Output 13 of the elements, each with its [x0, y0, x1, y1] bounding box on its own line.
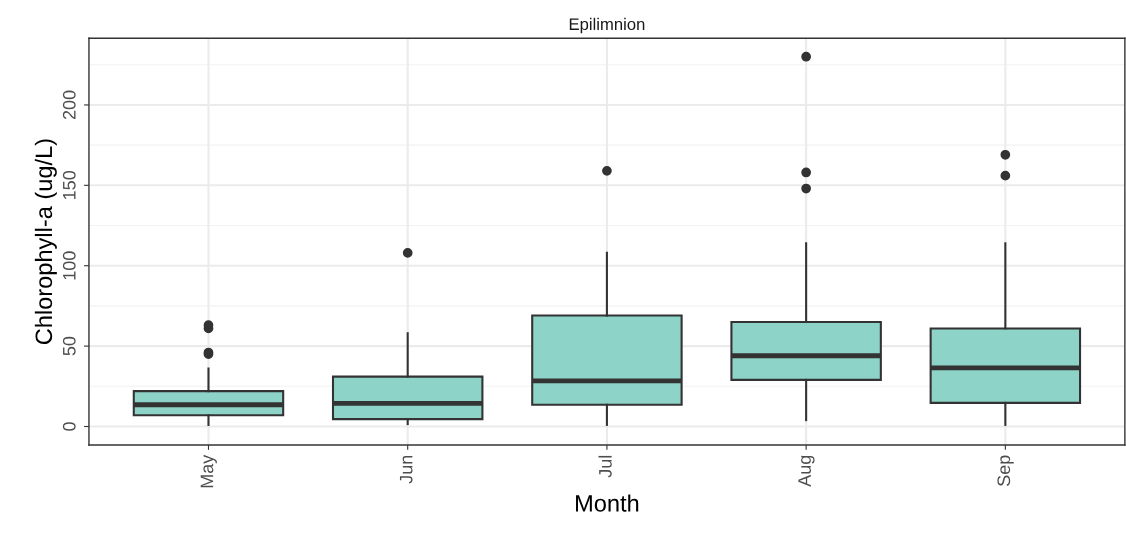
x-tick-label: May: [200, 454, 217, 488]
x-tick-label: Jul: [598, 455, 612, 478]
y-axis-title: Chlorophyll-a (ug/L): [34, 139, 57, 345]
x-tick-label: Jun: [399, 455, 413, 484]
y-tick-label: 100: [62, 251, 76, 280]
x-tick-label: Aug: [798, 455, 815, 487]
x-axis-title: Month: [576, 494, 639, 512]
x-tick-label: Sep: [997, 455, 1014, 487]
y-tick-label: 200: [62, 90, 76, 120]
y-tick-label: 150: [62, 170, 76, 200]
y-tick-label: 0: [62, 422, 76, 431]
chart-title: Epilimnion: [569, 17, 645, 34]
y-tick-label: 50: [62, 336, 76, 356]
